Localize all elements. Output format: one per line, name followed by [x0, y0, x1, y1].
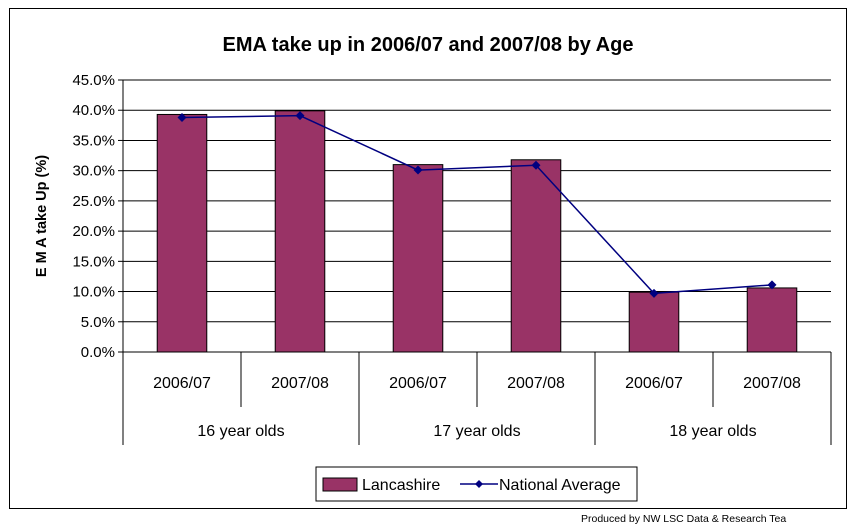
y-tick-label: 20.0%	[72, 223, 115, 240]
point-national-average	[649, 288, 659, 298]
y-tick-label: 25.0%	[72, 193, 115, 210]
point-national-average	[413, 165, 423, 175]
legend-label-national: National Average	[499, 477, 621, 494]
point-national-average	[767, 280, 777, 290]
y-tick-label: 5.0%	[81, 314, 115, 331]
x-category-label: 2007/08	[743, 375, 801, 392]
legend-marker-national	[475, 480, 483, 488]
line-national-average	[181, 114, 773, 295]
x-category-label: 2006/07	[153, 375, 211, 392]
point-national-average	[295, 111, 305, 121]
x-category-label: 2006/07	[625, 375, 683, 392]
y-tick-label: 35.0%	[72, 132, 115, 149]
bar-lancashire	[746, 287, 798, 353]
axes: 0.0% 5.0% 10.0% 15.0% 20.0% 25.0% 30.0% 35.0% 40…	[72, 72, 832, 445]
x-group-label: 17 year olds	[433, 423, 520, 440]
x-group-label: 16 year olds	[197, 423, 284, 440]
legend-swatch-lancashire	[322, 477, 358, 492]
x-category-label: 2007/08	[271, 375, 329, 392]
x-group-label: 18 year olds	[669, 423, 756, 440]
point-national-average	[531, 160, 541, 170]
bar-lancashire	[510, 159, 562, 353]
y-tick-label: 0.0%	[81, 344, 115, 361]
y-tick-label: 45.0%	[72, 72, 115, 89]
y-axis-label: E M A take Up (%)	[34, 155, 50, 277]
bar-lancashire	[274, 110, 326, 353]
national-average-line	[177, 111, 777, 298]
y-tick-label: 15.0%	[72, 253, 115, 270]
bar-lancashire	[392, 164, 444, 353]
y-tick-label: 40.0%	[72, 102, 115, 119]
x-category-label: 2006/07	[389, 375, 447, 392]
footer-credit: Produced by NW LSC Data & Research Tea	[581, 513, 787, 525]
bar-lancashire	[628, 291, 680, 353]
bar-lancashire	[156, 113, 208, 353]
legend-label-lancashire: Lancashire	[362, 477, 440, 494]
point-national-average	[177, 112, 187, 122]
x-category-label: 2007/08	[507, 375, 565, 392]
lancashire-bars	[156, 110, 798, 353]
grid-lines	[123, 79, 831, 323]
chart-title: EMA take up in 2006/07 and 2007/08 by Ag…	[223, 34, 634, 56]
y-tick-label: 10.0%	[72, 284, 115, 301]
y-tick-label: 30.0%	[72, 163, 115, 180]
legend: Lancashire National Average	[315, 466, 638, 502]
